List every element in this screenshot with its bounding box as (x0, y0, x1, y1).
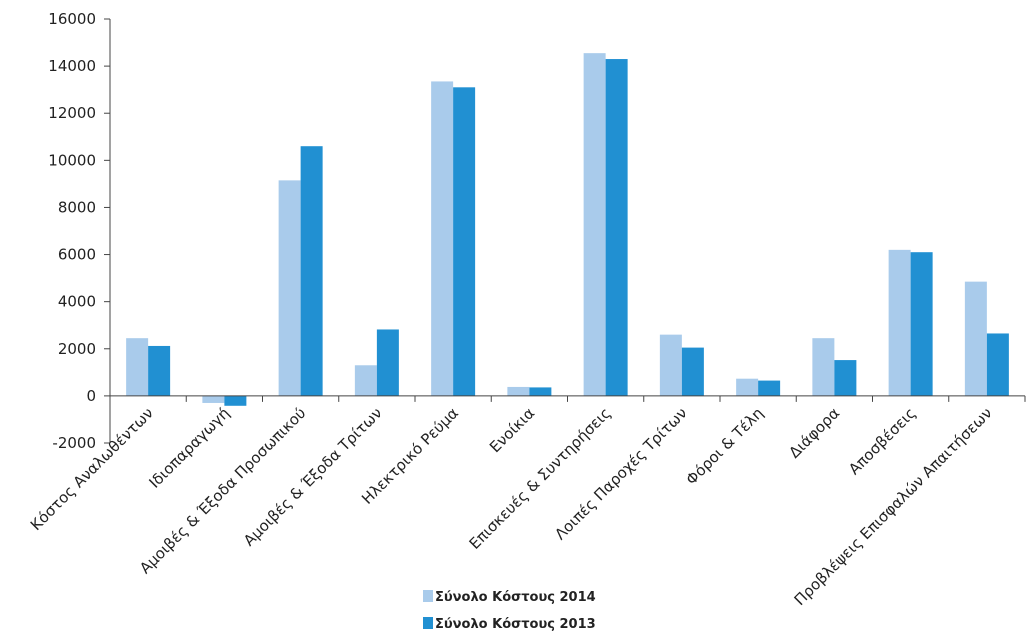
x-tick-label: Κόστος Αναλωθέντων (27, 404, 157, 534)
y-tick-label: -2000 (52, 434, 96, 452)
bar-2014-9 (812, 338, 835, 396)
bar-2013-6 (605, 59, 628, 396)
bar-2013-0 (148, 345, 171, 396)
bar-2013-10 (910, 252, 933, 396)
x-tick-label: Αμοιβές & Έξοδα Τρίτων (240, 404, 386, 550)
legend-label-2013: Σύνολο Κόστους 2013 (435, 617, 596, 632)
x-tick-label: Διάφορα (785, 404, 843, 462)
bar-2014-11 (964, 281, 987, 396)
y-tick-label: 4000 (58, 293, 96, 311)
y-tick-label: 0 (86, 387, 96, 405)
legend-label-2014: Σύνολο Κόστους 2014 (435, 590, 596, 605)
bar-2013-11 (986, 333, 1009, 396)
bar-2013-4 (453, 87, 476, 396)
x-tick-label: Αποσβέσεις (845, 404, 919, 478)
y-tick-label: 2000 (58, 340, 96, 358)
bar-2013-2 (300, 146, 323, 396)
bar-2014-5 (507, 386, 530, 396)
y-tick-label: 12000 (48, 104, 96, 122)
bar-2014-8 (736, 378, 759, 396)
y-tick-label: 14000 (48, 57, 96, 75)
x-tick-label: Ιδιοπαραγωγή (146, 404, 234, 492)
y-tick-label: 8000 (58, 198, 96, 216)
bar-2013-9 (834, 360, 857, 396)
legend-swatch-2014 (423, 590, 433, 602)
bar-2014-10 (888, 249, 911, 396)
x-tick-label: Λοιπές Παροχές Τρίτων (551, 404, 690, 543)
x-tick-label: Φόροι & Τέλη (682, 404, 767, 489)
bar-2013-5 (529, 387, 552, 396)
y-tick-label: 10000 (48, 151, 96, 169)
x-tick-label: Αμοιβές & Έξοδα Προσωπικού (136, 404, 309, 577)
bar-2014-3 (354, 365, 377, 396)
bar-2013-8 (758, 380, 781, 396)
y-tick-label: 6000 (58, 246, 96, 264)
bar-2013-1 (224, 395, 247, 406)
bar-2014-1 (202, 395, 225, 403)
plot-area: -2000 0 2000 4000 6000 8000 10000 12000 14000 160… (27, 10, 1026, 609)
y-tick-label: 16000 (48, 10, 96, 28)
bar-2014-0 (126, 338, 149, 396)
x-tick-label: Επισκευές & Συντηρήσεις (466, 404, 615, 553)
x-tick-label: Ενοίκια (486, 404, 538, 456)
bar-2014-7 (659, 334, 682, 396)
bar-2013-7 (681, 347, 704, 396)
legend: Σύνολο Κόστους 2014 Σύνολο Κόστους 2013 (423, 590, 596, 632)
bar-2013-3 (376, 329, 399, 396)
bar-2014-2 (278, 180, 301, 396)
bar-2014-4 (431, 81, 454, 396)
legend-swatch-2013 (423, 617, 433, 629)
bar-2014-6 (583, 53, 606, 396)
